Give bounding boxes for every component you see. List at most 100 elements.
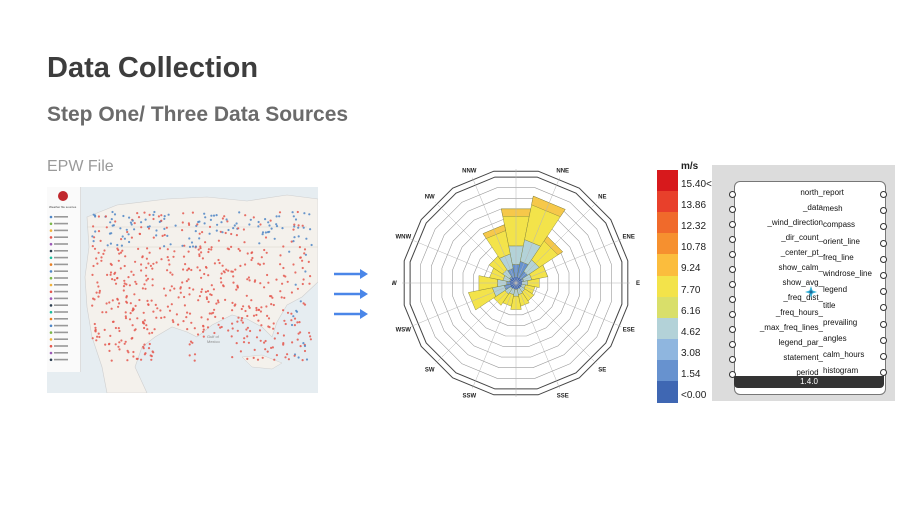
arrow-right-icon <box>334 269 368 279</box>
legend-label: 4.62 <box>681 326 701 338</box>
direction-label: WNW <box>395 234 411 240</box>
input-pin[interactable] <box>729 311 736 318</box>
component-output-orient-line[interactable]: orient_line <box>823 236 860 246</box>
component-input-winddirection[interactable]: _wind_direction <box>767 218 823 227</box>
windrose-component[interactable]: north_ _data _wind_direction _dir_count_ _ce… <box>734 181 886 395</box>
direction-label: SSW <box>462 394 476 400</box>
input-pin[interactable] <box>729 371 736 378</box>
input-pin[interactable] <box>729 206 736 213</box>
windrose-chart: NNNENEENEEESESESSESSSWSWWSWWWNWNWNNW <box>392 163 640 400</box>
legend-label: 15.40< <box>681 179 712 190</box>
legend-label: 6.16 <box>681 305 701 317</box>
component-output-histogram[interactable]: histogram <box>823 366 859 376</box>
input-pin[interactable] <box>729 251 736 258</box>
weather-station-map: Weather file sources Gulf of Mexico <box>47 187 318 393</box>
component-input-showcalm[interactable]: show_calm_ <box>778 263 823 272</box>
direction-label: ENE <box>623 234 635 240</box>
component-output-freq-line[interactable]: freq_line <box>823 252 854 262</box>
input-pin[interactable] <box>729 356 736 363</box>
component-output-calm-hours[interactable]: calm_hours <box>823 350 865 359</box>
output-pin[interactable] <box>880 255 887 263</box>
output-pin[interactable] <box>880 239 887 247</box>
direction-label: E <box>636 281 640 287</box>
slide-title: Data Collection <box>47 52 259 84</box>
input-pin[interactable] <box>729 296 736 303</box>
output-pin[interactable] <box>880 320 887 328</box>
input-pin[interactable] <box>729 341 736 348</box>
direction-label: NNW <box>462 168 477 174</box>
component-output-title[interactable]: title <box>823 301 836 311</box>
legend-label: 3.08 <box>681 347 701 359</box>
direction-label: SSE <box>557 394 569 400</box>
component-input-centerpt[interactable]: _center_pt_ <box>780 248 823 257</box>
legend-unit: m/s <box>681 161 699 172</box>
input-pin[interactable] <box>729 191 736 198</box>
input-pin[interactable] <box>729 266 736 273</box>
component-output-angles[interactable]: angles <box>823 333 847 343</box>
legend-label: 7.70 <box>681 284 701 296</box>
direction-label: W <box>392 281 397 287</box>
component-input-dircount[interactable]: _dir_count_ <box>781 233 823 242</box>
legend-swatch <box>657 233 678 255</box>
legend-swatch <box>657 191 678 213</box>
legend-swatch <box>657 275 678 298</box>
input-pin[interactable] <box>729 236 736 243</box>
component-input-showavg[interactable]: show_avg_ <box>782 278 823 287</box>
input-pin[interactable] <box>729 281 736 288</box>
legend-label: 1.54 <box>681 368 701 380</box>
component-input-period[interactable]: period_ <box>796 368 823 377</box>
map-water-label: Gulf of Mexico <box>207 334 220 344</box>
component-input-data[interactable]: _data <box>802 203 823 212</box>
output-pin[interactable] <box>880 369 887 377</box>
component-input-statement[interactable]: statement_ <box>783 353 823 362</box>
component-output-legend[interactable]: legend <box>823 285 848 295</box>
direction-label: NE <box>598 195 606 201</box>
component-input-freqhours[interactable]: _freq_hours_ <box>775 308 823 317</box>
legend-swatch <box>657 254 678 276</box>
output-pin[interactable] <box>880 272 887 279</box>
component-input-maxfreqlines[interactable]: _max_freq_lines_ <box>759 323 823 332</box>
component-output-prevailing[interactable]: prevailing <box>823 317 858 327</box>
legend-label: 10.78 <box>681 242 707 254</box>
legend-label: 13.86 <box>681 200 707 212</box>
legend-swatch <box>657 170 678 192</box>
legend-swatch <box>657 381 678 403</box>
output-pin[interactable] <box>880 353 887 360</box>
direction-label: WSW <box>396 328 412 334</box>
legend-label: <0.00 <box>681 390 707 401</box>
output-pin[interactable] <box>880 207 887 215</box>
windrose-component-panel: north_ _data _wind_direction _dir_count_ _ce… <box>712 165 895 401</box>
legend-swatch <box>657 212 678 234</box>
direction-label: ESE <box>623 328 635 334</box>
component-input-legendpar[interactable]: legend_par_ <box>778 338 823 347</box>
map-graphic <box>47 187 318 393</box>
component-input-north[interactable]: north_ <box>800 188 823 197</box>
direction-label: NNE <box>556 168 569 174</box>
component-output-compass[interactable]: compass <box>823 220 856 230</box>
component-output-windrose-line[interactable]: windrose_line <box>823 269 872 278</box>
section-label: EPW File <box>47 158 114 175</box>
legend-swatch <box>657 296 678 319</box>
legend-swatch <box>657 338 678 361</box>
direction-label: SE <box>598 367 606 373</box>
component-input-freqdist[interactable]: _freq_dist_ <box>783 293 823 302</box>
direction-label: N <box>514 163 518 165</box>
slide-subtitle: Step One/ Three Data Sources <box>47 103 349 126</box>
arrow-right-icon <box>334 309 368 319</box>
output-pin[interactable] <box>880 304 887 312</box>
input-pin[interactable] <box>729 221 736 228</box>
flow-arrows <box>334 269 368 319</box>
input-pin[interactable] <box>729 326 736 333</box>
arrow-right-icon <box>334 289 368 299</box>
component-output-mesh[interactable]: mesh <box>823 204 843 214</box>
output-pin[interactable] <box>880 191 887 198</box>
component-version: 1.4.0 <box>734 376 884 388</box>
direction-label: NW <box>425 195 435 201</box>
legend-swatch <box>657 359 678 382</box>
output-pin[interactable] <box>880 336 887 344</box>
component-output-report[interactable]: report <box>823 188 844 197</box>
legend-swatch <box>657 317 678 340</box>
legend-label: 9.24 <box>681 263 701 275</box>
output-pin[interactable] <box>880 288 887 296</box>
output-pin[interactable] <box>880 223 887 231</box>
